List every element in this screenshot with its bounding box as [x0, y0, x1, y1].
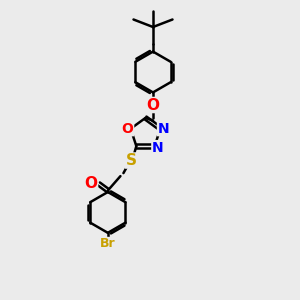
- Text: Br: Br: [100, 237, 116, 250]
- Text: O: O: [85, 176, 98, 191]
- Text: N: N: [158, 122, 169, 136]
- Text: S: S: [125, 153, 136, 168]
- Text: O: O: [122, 122, 134, 136]
- Text: O: O: [146, 98, 160, 112]
- Text: N: N: [152, 141, 164, 154]
